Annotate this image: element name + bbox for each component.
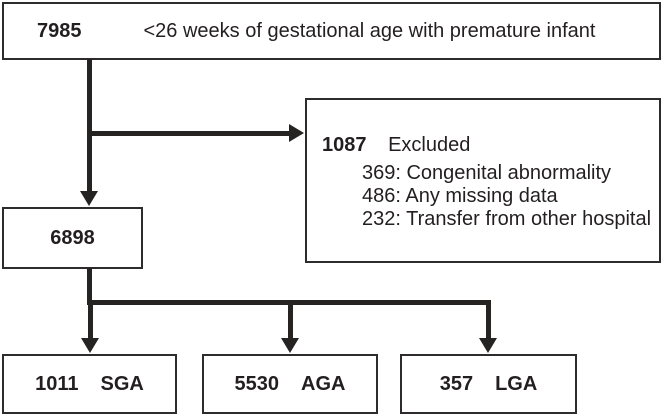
connector-cohort-down: [87, 268, 92, 305]
connector-to-excluded: [87, 131, 290, 136]
arrow-right-head-excluded: [289, 124, 304, 142]
node-analyzed-cohort: 6898: [2, 207, 143, 269]
node-total-screened: 7985 <26 weeks of gestational age with p…: [2, 2, 661, 60]
node-total-label: <26 weeks of gestational age with premat…: [143, 19, 596, 42]
excluded-reason-congenital: 369: Congenital abnormality: [362, 162, 612, 184]
aga-count: 5530: [234, 372, 280, 395]
excluded-label: Excluded: [388, 134, 471, 156]
lga-count: 357: [439, 372, 474, 395]
excluded-reason-missing-data: 486: Any missing data: [362, 185, 558, 207]
excluded-reason-transfer: 232: Transfer from other hospital: [362, 208, 652, 230]
sga-count: 1011: [35, 372, 79, 395]
connector-drop-sga: [88, 300, 93, 339]
arrow-down-head-aga: [281, 338, 299, 353]
cohort-count: 6898: [50, 226, 95, 249]
connector-drop-lga: [486, 300, 491, 339]
node-total-count: 7985: [37, 19, 82, 42]
node-lga: 357 LGA: [400, 354, 577, 414]
arrow-down-head-sga: [81, 338, 99, 353]
connector-drop-aga: [288, 300, 293, 339]
excluded-header: 1087 Excluded: [322, 134, 659, 157]
node-sga: 1011 SGA: [2, 354, 177, 414]
excluded-count: 1087: [322, 134, 367, 156]
lga-label: LGA: [495, 372, 538, 395]
sga-label: SGA: [100, 372, 144, 395]
arrow-down-head-cohort: [80, 191, 98, 206]
node-excluded: 1087 Excluded 369: Congenital abnormalit…: [305, 98, 661, 263]
aga-label: AGA: [301, 372, 346, 395]
node-aga: 5530 AGA: [202, 354, 378, 414]
connector-top-to-cohort: [87, 59, 92, 192]
arrow-down-head-lga: [479, 338, 497, 353]
